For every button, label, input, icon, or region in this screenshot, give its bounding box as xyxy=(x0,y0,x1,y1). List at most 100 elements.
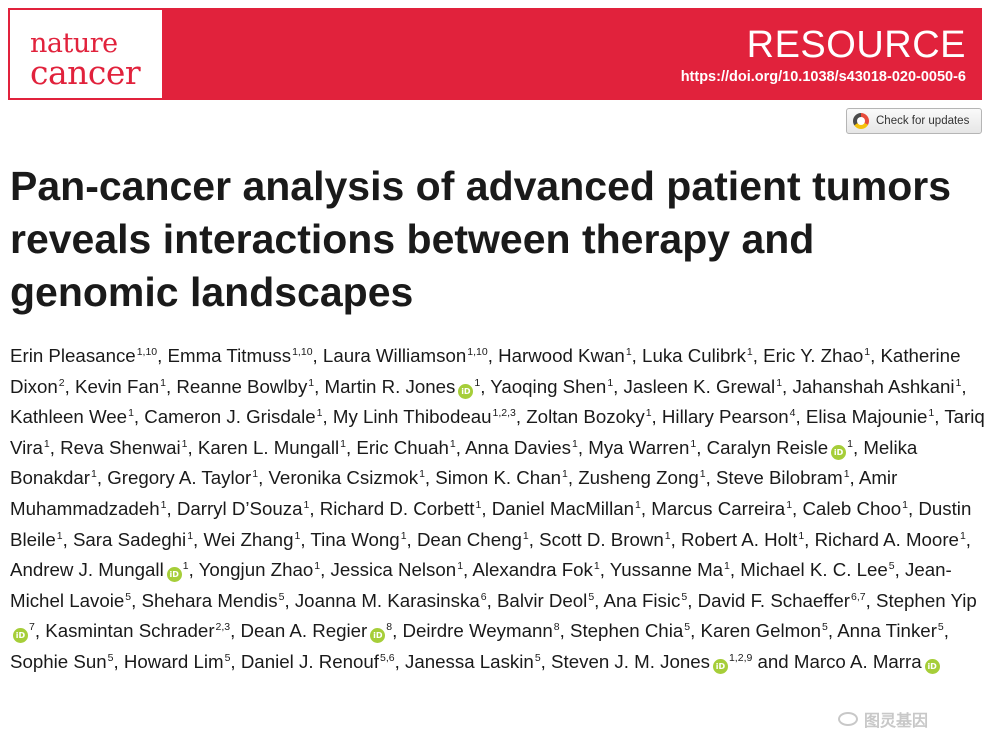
author-name[interactable]: Kevin Fan1 xyxy=(75,376,166,397)
author-name[interactable]: Howard Lim5 xyxy=(124,651,231,672)
author-name[interactable]: Eric Chuah1 xyxy=(356,437,455,458)
author-affiliation-marker[interactable]: 1 xyxy=(419,468,425,481)
author-name[interactable]: Erin Pleasance1,10 xyxy=(10,345,157,366)
author-affiliation-marker[interactable]: 1 xyxy=(607,376,614,389)
author-affiliation-marker[interactable]: 1 xyxy=(902,498,908,511)
author-affiliation-marker[interactable]: 1 xyxy=(316,407,323,420)
author-name[interactable]: Mya Warren1 xyxy=(588,437,696,458)
author-affiliation-marker[interactable]: 6,7 xyxy=(850,590,866,603)
author-name[interactable]: Anna Davies1 xyxy=(465,437,578,458)
author-name[interactable]: Kathleen Wee1 xyxy=(10,406,134,427)
author-affiliation-marker[interactable]: 5 xyxy=(534,651,541,664)
author-affiliation-marker[interactable]: 2 xyxy=(58,376,65,389)
orcid-icon[interactable]: iD xyxy=(166,567,182,583)
author-name[interactable]: Katherine Dixon2 xyxy=(10,345,960,397)
author-name[interactable]: Amir Muhammadzadeh1 xyxy=(10,467,897,519)
author-name[interactable]: Ana Fisic5 xyxy=(604,590,688,611)
author-affiliation-marker[interactable]: 1 xyxy=(955,376,962,389)
author-name[interactable]: Deirdre Weymann8 xyxy=(403,620,560,641)
author-name[interactable]: Zusheng Zong1 xyxy=(578,467,705,488)
author-affiliation-marker[interactable]: 1 xyxy=(959,529,966,542)
author-affiliation-marker[interactable]: 5 xyxy=(684,621,691,634)
author-affiliation-marker[interactable]: 1 xyxy=(522,529,529,542)
author-name[interactable]: David F. Schaeffer6,7 xyxy=(698,590,866,611)
author-name[interactable]: Marco A. Marra iD xyxy=(794,651,940,674)
author-name[interactable]: Daniel J. Renouf5,6 xyxy=(241,651,395,672)
author-name[interactable]: Tariq Vira1 xyxy=(10,406,985,458)
author-name[interactable]: Sara Sadeghi1 xyxy=(73,529,193,550)
author-affiliation-marker[interactable]: 1,2,9 xyxy=(728,651,753,664)
author-affiliation-marker[interactable]: 1 xyxy=(475,498,482,511)
orcid-icon[interactable]: iD xyxy=(458,383,474,399)
author-affiliation-marker[interactable]: 1 xyxy=(625,346,632,358)
author-name[interactable]: Jasleen K. Grewal1 xyxy=(624,376,783,397)
author-name[interactable]: Janessa Laskin5 xyxy=(405,651,541,672)
author-affiliation-marker[interactable]: 5 xyxy=(821,621,828,634)
author-name[interactable]: Melika Bonakdar1 xyxy=(10,437,917,489)
author-name[interactable]: Marcus Carreira1 xyxy=(651,498,792,519)
author-affiliation-marker[interactable]: 5 xyxy=(681,590,688,603)
author-name[interactable]: Zoltan Bozoky1 xyxy=(526,406,651,427)
author-name[interactable]: Darryl D’Souza1 xyxy=(177,498,310,519)
author-affiliation-marker[interactable]: 1 xyxy=(294,529,301,542)
author-affiliation-marker[interactable]: 2,3 xyxy=(215,621,231,634)
author-name[interactable]: Simon K. Chan1 xyxy=(435,467,568,488)
author-affiliation-marker[interactable]: 1 xyxy=(160,498,167,511)
author-affiliation-marker[interactable]: 1 xyxy=(864,346,871,358)
author-name[interactable]: Luka Culibrk1 xyxy=(642,345,753,366)
author-affiliation-marker[interactable]: 1 xyxy=(400,529,407,542)
author-affiliation-marker[interactable]: 1 xyxy=(91,468,97,481)
author-affiliation-marker[interactable]: 1 xyxy=(182,560,189,573)
author-name[interactable]: Joanna M. Karasinska6 xyxy=(295,590,487,611)
author-affiliation-marker[interactable]: 5 xyxy=(588,590,595,603)
author-affiliation-marker[interactable]: 1 xyxy=(593,560,600,573)
author-affiliation-marker[interactable]: 1 xyxy=(160,376,166,389)
author-affiliation-marker[interactable]: 1 xyxy=(43,437,50,450)
author-name[interactable]: Reanne Bowlby1 xyxy=(176,376,314,397)
author-affiliation-marker[interactable]: 1 xyxy=(252,468,259,481)
author-affiliation-marker[interactable]: 1 xyxy=(187,529,194,542)
author-name[interactable]: Balvir Deol5 xyxy=(497,590,594,611)
author-name[interactable]: Stephen YipiD7 xyxy=(10,590,977,644)
author-affiliation-marker[interactable]: 1 xyxy=(928,407,935,420)
author-affiliation-marker[interactable]: 1,10 xyxy=(136,346,158,358)
author-name[interactable]: Scott D. Brown1 xyxy=(539,529,670,550)
doi-link[interactable]: https://doi.org/10.1038/s43018-020-0050-… xyxy=(680,69,966,85)
author-affiliation-marker[interactable]: 1 xyxy=(690,437,697,450)
author-name[interactable]: Sophie Sun5 xyxy=(10,651,113,672)
author-affiliation-marker[interactable]: 1 xyxy=(847,437,853,450)
author-name[interactable]: Caralyn Reisle iD1 xyxy=(707,437,853,460)
author-affiliation-marker[interactable]: 1 xyxy=(699,468,706,481)
author-affiliation-marker[interactable]: 1 xyxy=(449,437,456,450)
author-affiliation-marker[interactable]: 7 xyxy=(29,621,35,634)
author-affiliation-marker[interactable]: 1 xyxy=(181,437,188,450)
author-name[interactable]: Caleb Choo1 xyxy=(802,498,908,519)
author-affiliation-marker[interactable]: 1 xyxy=(664,529,671,542)
author-name[interactable]: Kasmintan Schrader2,3 xyxy=(45,620,230,641)
author-affiliation-marker[interactable]: 1 xyxy=(798,529,805,542)
author-name[interactable]: Karen Gelmon5 xyxy=(700,620,827,641)
author-name[interactable]: Yongjun Zhao1 xyxy=(199,559,321,580)
author-affiliation-marker[interactable]: 5 xyxy=(278,590,285,603)
author-name[interactable]: Yussanne Ma1 xyxy=(610,559,730,580)
author-affiliation-marker[interactable]: 1 xyxy=(308,376,315,389)
author-name[interactable]: Veronika Csizmok1 xyxy=(269,467,425,488)
author-name[interactable]: Emma Titmuss1,10 xyxy=(168,345,313,366)
author-name[interactable]: Harwood Kwan1 xyxy=(498,345,632,366)
author-name[interactable]: Reva Shenwai1 xyxy=(60,437,187,458)
author-name[interactable]: Andrew J. Mungall iD1 xyxy=(10,559,189,583)
author-affiliation-marker[interactable]: 6 xyxy=(480,590,487,603)
author-affiliation-marker[interactable]: 4 xyxy=(789,407,796,420)
author-affiliation-marker[interactable]: 1 xyxy=(128,407,134,420)
author-affiliation-marker[interactable]: 1 xyxy=(786,498,793,511)
author-affiliation-marker[interactable]: 1 xyxy=(340,437,347,450)
orcid-icon[interactable]: iD xyxy=(712,658,728,674)
author-name[interactable]: Hillary Pearson4 xyxy=(662,406,796,427)
author-name[interactable]: Shehara Mendis5 xyxy=(142,590,285,611)
author-affiliation-marker[interactable]: 1 xyxy=(635,498,641,511)
author-affiliation-marker[interactable]: 1 xyxy=(56,529,63,542)
author-name[interactable]: Daniel MacMillan1 xyxy=(492,498,641,519)
author-affiliation-marker[interactable]: 1 xyxy=(561,468,568,481)
orcid-icon[interactable]: iD xyxy=(370,628,386,644)
author-name[interactable]: Richard A. Moore1 xyxy=(815,529,966,550)
